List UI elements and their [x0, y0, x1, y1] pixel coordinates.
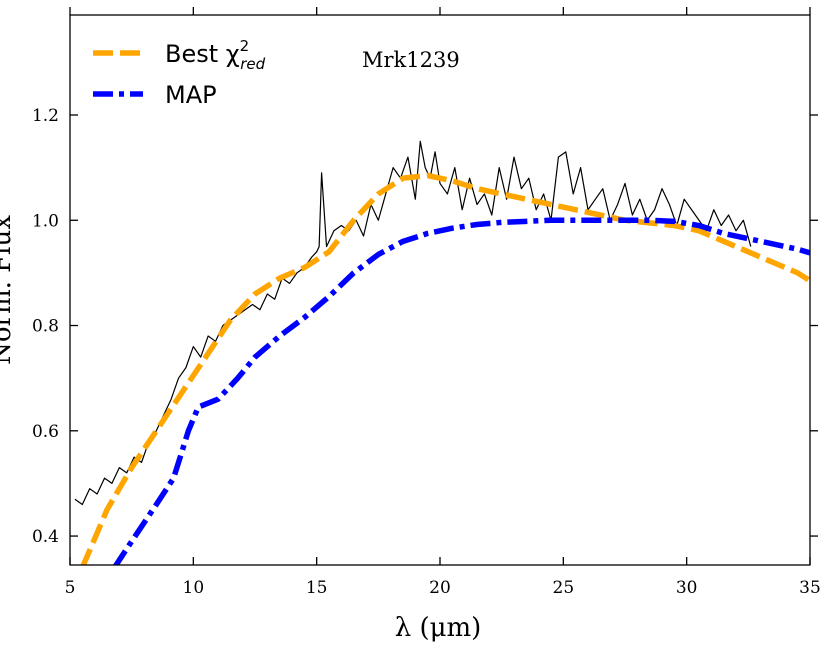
legend-label-best-fit: Best χ2 red — [165, 37, 266, 73]
y-tick-label: 0.4 — [32, 527, 59, 547]
legend-label-map: MAP — [165, 81, 217, 109]
series-line-map — [112, 217, 810, 565]
x-tick-label: 25 — [553, 578, 575, 598]
legend-best-fit-main: Best χ — [165, 40, 240, 68]
legend-best-fit-sub: red — [240, 55, 265, 73]
y-tick-label: 0.8 — [32, 317, 59, 337]
series-line-best-fit — [80, 172, 810, 565]
legend: Best χ2 red MAP — [93, 37, 266, 109]
x-tick-label: 35 — [799, 578, 821, 598]
y-tick-label: 0.6 — [32, 422, 59, 442]
series-layer — [74, 140, 810, 565]
x-tick-label: 20 — [429, 578, 451, 598]
legend-best-fit-sup: 2 — [240, 37, 250, 55]
x-tick-label: 10 — [183, 578, 205, 598]
x-tick-label: 5 — [65, 578, 76, 598]
y-axis-title: Norm. Flux — [0, 215, 17, 365]
x-tick-label: 15 — [306, 578, 328, 598]
y-tick-label: 1.0 — [32, 211, 59, 231]
series-line-observed — [74, 140, 752, 506]
x-tick-label: 30 — [676, 578, 698, 598]
ticks-layer: 5 10 15 20 25 30 35 0.4 0.6 0.8 1.0 1.2 — [32, 7, 821, 598]
x-axis-title: λ (μm) — [395, 613, 482, 643]
chart-annotation: Mrk1239 — [362, 48, 460, 72]
y-tick-label: 1.2 — [32, 106, 59, 126]
